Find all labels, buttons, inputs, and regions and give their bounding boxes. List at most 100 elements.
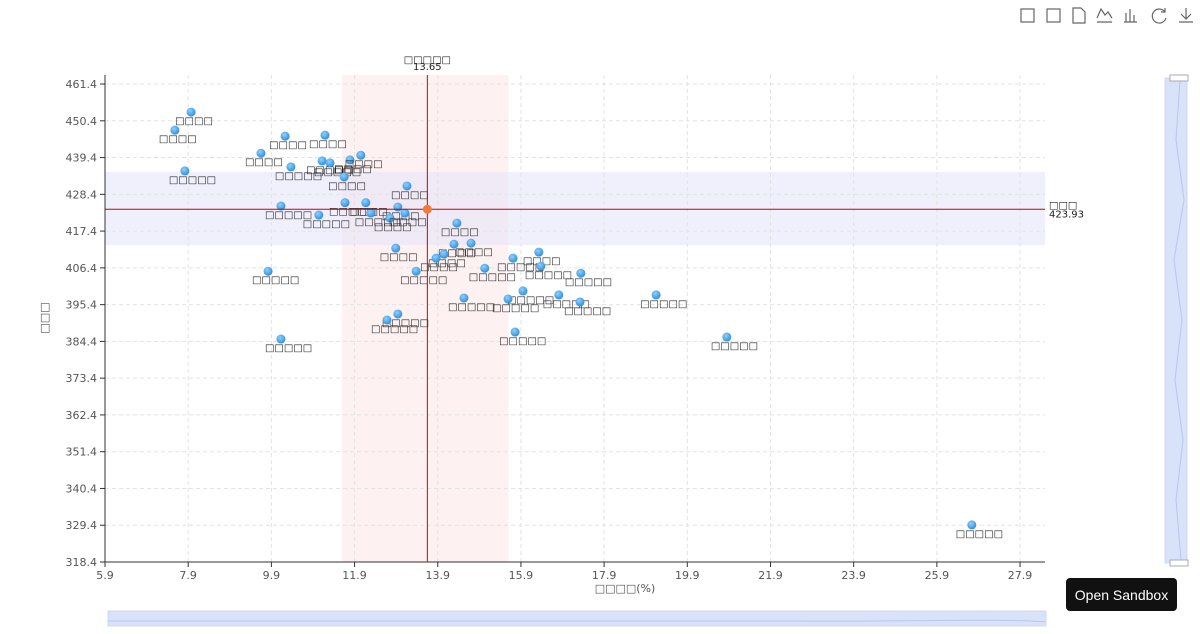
point-label: □□□□□ — [564, 306, 611, 317]
point-label: □□□□□ — [371, 324, 418, 335]
tool-bar[interactable] — [1124, 9, 1137, 23]
x-tick-label: 9.9 — [263, 569, 281, 582]
y-tick-label: 362.4 — [66, 409, 98, 422]
point — [170, 125, 180, 135]
point — [186, 107, 196, 117]
point — [339, 172, 349, 182]
point — [722, 332, 732, 342]
point-label: □□□□ — [345, 159, 383, 170]
point — [280, 131, 290, 141]
y-tick-label: 318.4 — [66, 556, 98, 569]
point-label: □□□□□ — [275, 171, 322, 182]
point — [317, 156, 327, 166]
point-label: □□□□ — [389, 217, 427, 228]
y-tick-label: 450.4 — [66, 115, 98, 128]
point — [508, 253, 518, 263]
mean-point — [422, 204, 432, 214]
x-tick-label: 25.9 — [925, 569, 950, 582]
point — [449, 239, 459, 249]
point — [276, 201, 286, 211]
point-label: □□□□□ — [499, 336, 546, 347]
point-label: □□□□ — [380, 252, 418, 263]
point-label: □□□□□ — [252, 275, 299, 286]
toolbox — [1020, 7, 1193, 24]
point — [382, 315, 392, 325]
x-tick-label: 11.9 — [342, 569, 367, 582]
y-tick-label: 384.4 — [66, 335, 98, 348]
plot: 5.9 7.9 9.9 11.9 13.9 15.9 17.9 19.9 21.9 23.9 25.… — [38, 55, 1084, 595]
point-label: □□□□□ — [543, 299, 590, 310]
point-label: □□□□□ — [507, 295, 554, 306]
point-label: □□□□ — [334, 164, 372, 175]
y-tick-label: 329.4 — [66, 519, 98, 532]
y-tick-label: 395.4 — [66, 299, 98, 312]
tool-save[interactable] — [1179, 8, 1193, 23]
x-zoom-slider[interactable] — [107, 610, 1047, 627]
point — [345, 155, 355, 165]
point-label: □□□□□ — [492, 303, 539, 314]
x-band — [342, 75, 509, 562]
point — [286, 162, 296, 172]
point — [361, 198, 371, 208]
tool-zoom-back[interactable] — [1046, 8, 1061, 23]
point-label: □□□□ — [374, 222, 412, 233]
mark-x-value: 13.65 — [413, 62, 442, 73]
point — [431, 253, 441, 263]
point-label: □□□□□ — [400, 275, 447, 286]
point — [393, 309, 403, 319]
tool-data-view[interactable] — [1072, 7, 1086, 24]
x-tick-label: 27.9 — [1008, 569, 1033, 582]
point-label: □□□□ — [175, 116, 213, 127]
y-tick-label: 439.4 — [66, 152, 98, 165]
point — [536, 261, 546, 271]
point — [459, 293, 469, 303]
y-band — [105, 171, 1045, 246]
point-label: □□□□ — [382, 211, 420, 222]
point-label: □□□□ — [455, 247, 493, 258]
y-tick-label: 373.4 — [66, 372, 98, 385]
tool-restore[interactable] — [1151, 8, 1167, 24]
y-tick-label: 417.4 — [66, 225, 98, 238]
point-label: □□□□□ — [525, 270, 572, 281]
point — [575, 297, 585, 307]
point — [452, 218, 462, 228]
point — [263, 266, 273, 276]
point — [325, 158, 335, 168]
point-label: □□□□ — [309, 139, 347, 150]
point-label: □□□□□ — [306, 165, 353, 176]
point — [400, 208, 410, 218]
open-sandbox-button[interactable]: Open Sandbox — [1066, 578, 1177, 611]
point-label: □□□□□ — [382, 318, 429, 329]
y-zoom-slider[interactable] — [1164, 74, 1189, 567]
point — [554, 290, 564, 300]
mark-y-value: 423.93 — [1049, 209, 1084, 220]
point-label: □□□□□ — [314, 167, 361, 178]
point-label: □□□□□ — [565, 277, 612, 288]
point — [439, 249, 449, 259]
point — [651, 290, 661, 300]
point — [256, 148, 266, 158]
point-label: □□□□□ — [355, 217, 402, 228]
point — [576, 268, 586, 278]
point-label: □□□□□ — [169, 175, 216, 186]
point-label: □□□□ — [391, 190, 429, 201]
x-tick-label: 19.9 — [675, 569, 700, 582]
y-tick-label: 461.4 — [66, 78, 98, 91]
y-axis-label: □□□ — [38, 302, 51, 333]
point-label: □□□□ — [438, 248, 476, 259]
point — [391, 243, 401, 253]
tool-zoom[interactable] — [1020, 8, 1035, 23]
point — [314, 210, 324, 220]
point-label: □□□□ — [523, 256, 561, 267]
point-label: □□□□ — [428, 258, 466, 269]
point — [340, 198, 350, 208]
point-label: □□□□□ — [303, 219, 350, 230]
tool-line[interactable] — [1096, 7, 1113, 23]
point — [534, 247, 544, 257]
point — [480, 263, 490, 273]
y-tick-label: 351.4 — [66, 446, 98, 459]
point-label: □□□□ — [328, 181, 366, 192]
point-label: □□□□ — [159, 134, 197, 145]
